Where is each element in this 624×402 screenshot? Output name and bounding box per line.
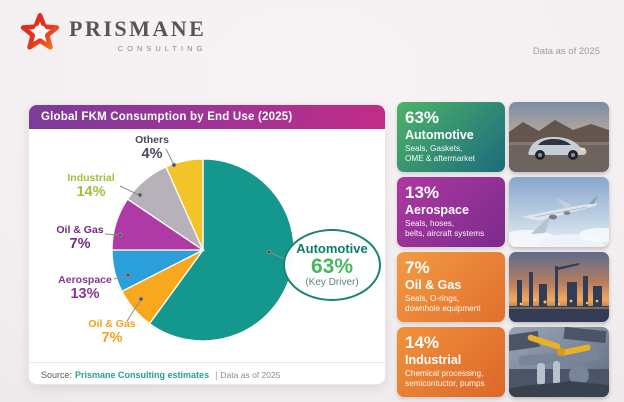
pie-label-industrial: Industrial 14% xyxy=(53,172,129,201)
automotive-callout: Automotive 63% (Key Driver) xyxy=(283,229,381,301)
pie-label-name: Industrial xyxy=(67,172,115,184)
pie-chart-area: Others 4% Industrial 14% Oil & Gas 7% Ae… xyxy=(29,129,385,362)
pie-chart xyxy=(104,148,295,342)
card-aerospace: 13% Aerospace Seals, hoses, belts, aircr… xyxy=(397,177,609,247)
source-link: Prismane Consulting estimates xyxy=(75,369,210,380)
end-use-cards: 63% Automotive Seals, Gaskets, OME & aft… xyxy=(397,102,609,397)
card-oil-gas: 7% Oil & Gas Seals, O-rings, downhole eq… xyxy=(397,252,609,322)
card-pct: 7% xyxy=(405,258,430,277)
card-panel-industrial: 14% Industrial Chemical processing, semi… xyxy=(397,327,505,397)
pie-label-oil-gas-lower: Oil & Gas 7% xyxy=(74,318,150,347)
machinery-photo xyxy=(509,327,609,397)
source-divider: | xyxy=(215,369,218,380)
pie-label-others: Others 4% xyxy=(114,134,190,163)
source-prefix: Source: xyxy=(41,369,73,380)
card-desc: Seals, O-rings, downhole equipment xyxy=(405,294,481,314)
pie-label-name: Aerospace xyxy=(58,274,112,286)
pie-slice-others xyxy=(165,158,204,251)
chart-title-bar: Global FKM Consumption by End Use (2025) xyxy=(29,105,385,129)
leader-lines xyxy=(104,148,286,322)
pie-label-pct: 7% xyxy=(69,236,91,253)
card-desc: Seals, Gaskets, OME & aftermarket xyxy=(405,144,476,164)
source-bar: Source: Prismane Consulting estimates | … xyxy=(29,362,385,386)
card-panel-oil-gas: 7% Oil & Gas Seals, O-rings, downhole eq… xyxy=(397,252,505,322)
pie-label-pct: 4% xyxy=(141,146,163,163)
pie-label-oil-gas-upper: Oil & Gas 7% xyxy=(42,224,118,253)
pie-label-name: Others xyxy=(135,134,169,146)
card-title: Industrial xyxy=(405,353,462,367)
pie-label-pct: 13% xyxy=(70,286,100,303)
brand-text: PRISMANE CONSULTING xyxy=(69,10,207,54)
card-title: Automotive xyxy=(405,128,474,142)
pie-label-name: Oil & Gas xyxy=(56,224,104,236)
chart-title: Global FKM Consumption by End Use (2025) xyxy=(41,111,293,123)
card-automotive: 63% Automotive Seals, Gaskets, OME & aft… xyxy=(397,102,609,172)
card-desc: Seals, hoses, belts, aircraft systems xyxy=(405,219,485,239)
card-pct: 14% xyxy=(405,333,440,352)
brand-name: PRISMANE xyxy=(69,16,207,41)
card-pct: 63% xyxy=(405,108,440,127)
header: PRISMANE CONSULTING xyxy=(20,10,206,54)
pie-label-pct: 7% xyxy=(101,330,123,347)
data-as-of-label: Data as of 2025 xyxy=(532,46,600,57)
automotive-photo xyxy=(509,102,609,172)
chart-panel: Global FKM Consumption by End Use (2025)… xyxy=(28,104,386,385)
pie-label-pct: 14% xyxy=(76,184,106,201)
card-title: Aerospace xyxy=(405,203,469,217)
callout-value: 63% xyxy=(310,255,354,278)
card-title: Oil & Gas xyxy=(405,278,462,292)
pie-label-aerospace: Aerospace 13% xyxy=(47,274,123,303)
airplane-photo xyxy=(509,177,609,247)
card-desc: Chemical processing, semicontuctor, pump… xyxy=(405,369,485,389)
source-suffix: Data as of 2025 xyxy=(220,369,281,380)
card-pct: 13% xyxy=(405,183,440,202)
prismane-star-logo-icon xyxy=(20,13,60,50)
card-panel-aerospace: 13% Aerospace Seals, hoses, belts, aircr… xyxy=(397,177,505,247)
refinery-photo xyxy=(509,252,609,322)
callout-label: Automotive xyxy=(296,241,368,256)
pie-label-name: Oil & Gas xyxy=(88,318,136,330)
brand-tagline: CONSULTING xyxy=(117,44,207,53)
card-panel-automotive: 63% Automotive Seals, Gaskets, OME & aft… xyxy=(397,102,505,172)
card-industrial: 14% Industrial Chemical processing, semi… xyxy=(397,327,609,397)
callout-note: (Key Driver) xyxy=(305,277,359,288)
